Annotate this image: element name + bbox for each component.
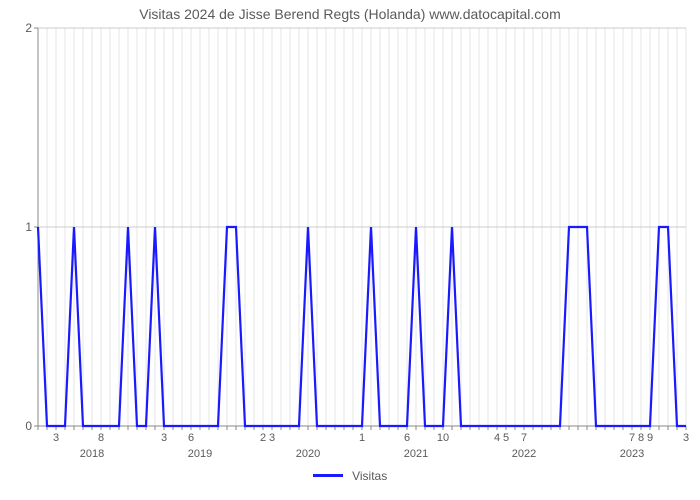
legend-swatch [313,474,343,477]
chart-title: Visitas 2024 de Jisse Berend Regts (Hola… [0,6,700,22]
x-year-label: 2019 [188,448,212,460]
x-year-label: 2020 [296,448,320,460]
x-month-label: 7 [629,432,635,444]
x-month-label: 6 [404,432,410,444]
x-month-label: 8 [638,432,644,444]
x-month-label: 8 [98,432,104,444]
x-month-label: 3 [53,432,59,444]
x-year-label: 2022 [512,448,536,460]
y-tick-label: 2 [14,21,32,35]
x-month-label: 7 [521,432,527,444]
x-year-label: 2023 [620,448,644,460]
x-month-label: 3 [269,432,275,444]
x-month-label: 10 [437,432,449,444]
plot-svg [38,28,686,426]
x-month-label: 6 [188,432,194,444]
x-month-label: 1 [359,432,365,444]
x-month-label: 2 [260,432,266,444]
x-month-label: 3 [683,432,689,444]
x-year-label: 2018 [80,448,104,460]
y-tick-label: 0 [14,419,32,433]
x-month-label: 4 [494,432,500,444]
y-tick-label: 1 [14,220,32,234]
legend: Visitas [0,468,700,483]
x-month-label: 3 [161,432,167,444]
x-year-label: 2021 [404,448,428,460]
plot-area [38,28,686,426]
legend-label: Visitas [352,469,387,483]
x-month-label: 9 [647,432,653,444]
chart-container: Visitas 2024 de Jisse Berend Regts (Hola… [0,0,700,500]
x-month-label: 5 [503,432,509,444]
